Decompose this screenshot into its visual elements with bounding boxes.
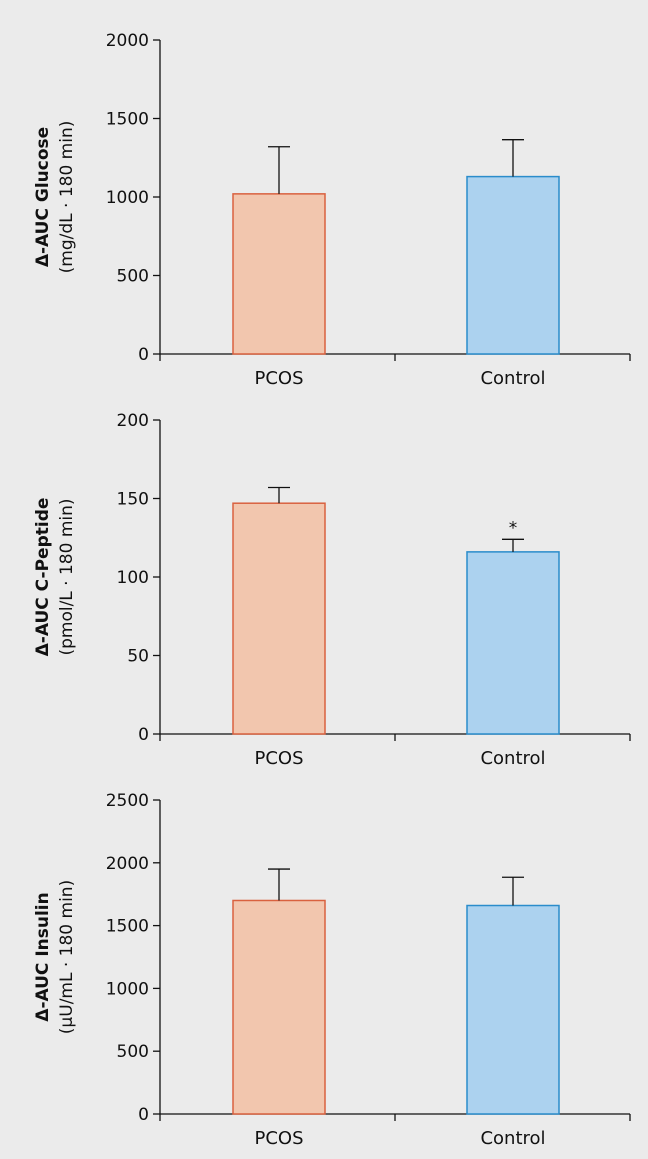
y-tick-label: 2000 [106, 854, 149, 874]
bar-pcos [232, 899, 326, 1115]
x-tick-label-control: Control [480, 1128, 545, 1149]
y-tick-label: 2500 [106, 791, 149, 811]
y-tick-label: 500 [117, 1042, 149, 1062]
y-axis-unit: (mg/dL · 180 min) [57, 121, 77, 274]
y-axis-title: Δ-AUC C-Peptide [33, 498, 53, 657]
y-axis-unit: (pmol/L · 180 min) [57, 498, 77, 655]
y-tick-label: 1000 [106, 188, 149, 208]
y-tick-label: 0 [138, 1105, 149, 1125]
y-tick-label: 0 [138, 725, 149, 745]
y-tick-label: 0 [138, 345, 149, 365]
y-tick-label: 1500 [106, 917, 149, 937]
y-axis-title: Δ-AUC Glucose [33, 127, 53, 267]
y-tick-label: 2000 [106, 31, 149, 51]
y-tick-label: 50 [127, 647, 149, 667]
chart-panel-3: 0 500 1000 1500 2000 2500 PCOS Control Δ-AUC Ins… [33, 791, 631, 1149]
y-tick-label: 500 [117, 267, 149, 287]
bar-control [466, 904, 560, 1115]
chart-panel-2: 0 50 100 150 200 PCOS * Control Δ-AUC C-Peptide(… [33, 411, 631, 769]
x-tick-label-pcos: PCOS [254, 368, 303, 389]
x-tick-label-pcos: PCOS [254, 1128, 303, 1149]
x-tick-label-control: Control [480, 748, 545, 769]
y-tick-label: 200 [117, 411, 149, 431]
bar-pcos [232, 502, 326, 735]
y-axis-unit: (µU/mL · 180 min) [57, 880, 77, 1034]
y-tick-label: 150 [117, 490, 149, 510]
y-tick-label: 1500 [106, 110, 149, 130]
bar-control [466, 551, 560, 735]
x-tick-label-control: Control [480, 368, 545, 389]
bar-pcos [232, 193, 326, 355]
y-tick-label: 1000 [106, 979, 149, 999]
chart-panel-1: 0 500 1000 1500 2000 PCOS Control Δ-AUC Glucose… [33, 31, 631, 389]
y-axis-title: Δ-AUC Insulin [33, 892, 53, 1021]
significance-marker: * [509, 518, 518, 538]
y-tick-label: 100 [117, 568, 149, 588]
x-tick-label-pcos: PCOS [254, 748, 303, 769]
bar-control [466, 175, 560, 355]
